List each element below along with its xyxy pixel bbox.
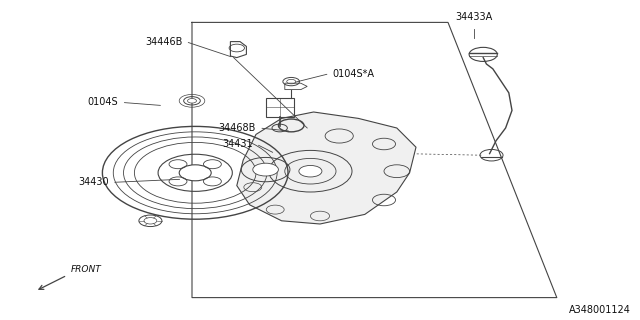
Text: FRONT: FRONT bbox=[70, 265, 101, 274]
Text: 34433A: 34433A bbox=[455, 12, 492, 22]
Text: 0104S*A: 0104S*A bbox=[333, 68, 375, 79]
Circle shape bbox=[188, 99, 196, 103]
Circle shape bbox=[287, 79, 296, 84]
Polygon shape bbox=[237, 112, 416, 224]
Circle shape bbox=[299, 165, 322, 177]
Text: 34446B: 34446B bbox=[145, 36, 182, 47]
Text: 34431: 34431 bbox=[222, 139, 253, 149]
Text: A348001124: A348001124 bbox=[568, 305, 630, 315]
Text: 0104S: 0104S bbox=[88, 97, 118, 108]
Text: 34430: 34430 bbox=[78, 177, 109, 188]
Circle shape bbox=[179, 165, 211, 181]
Circle shape bbox=[253, 163, 278, 176]
Text: 34468B: 34468B bbox=[219, 123, 256, 133]
